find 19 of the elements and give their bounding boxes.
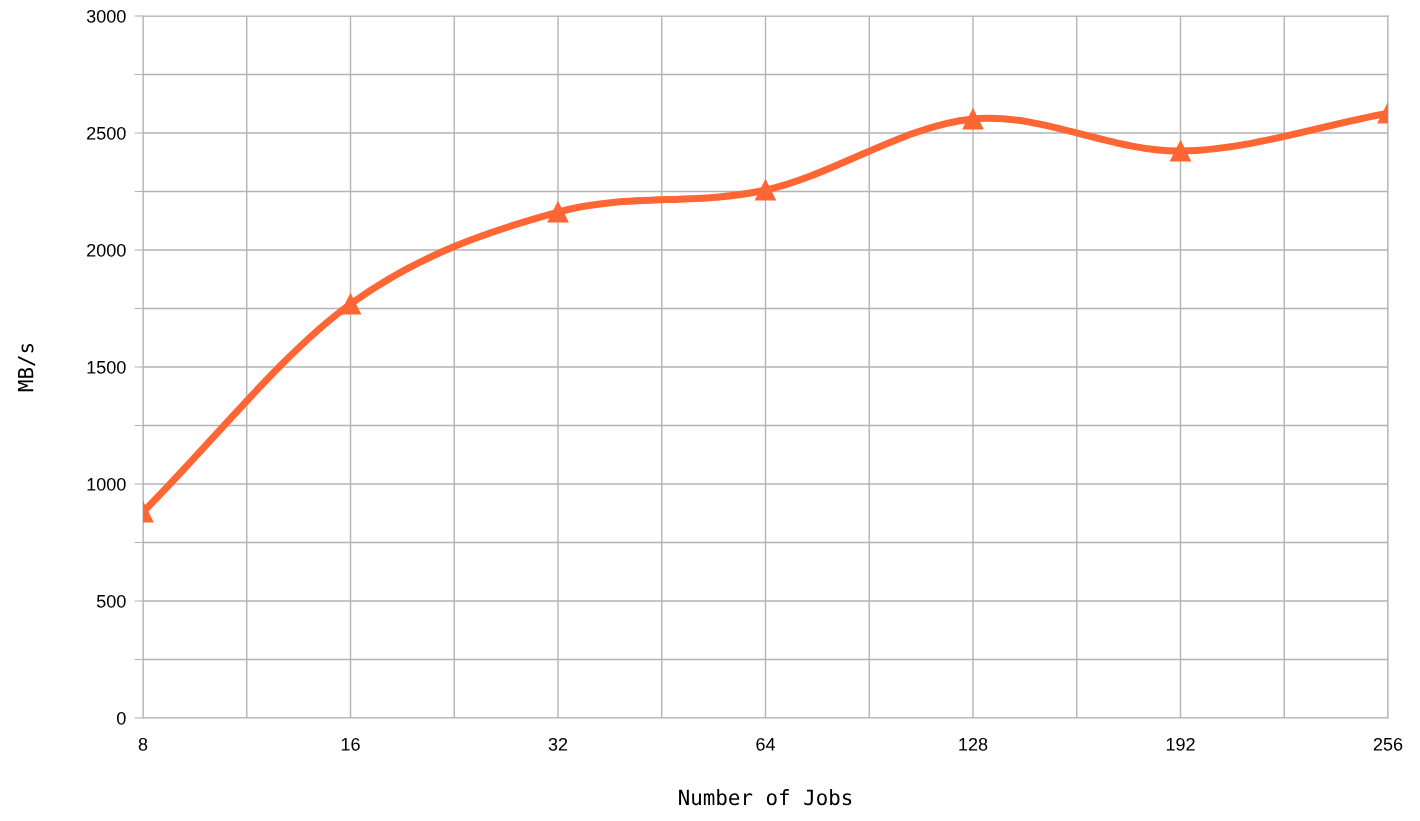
y-tick-label: 2000 [87, 243, 126, 257]
y-axis-title: MB/s [18, 343, 36, 392]
x-tick-label: 16 [341, 737, 360, 751]
y-tick-label: 500 [96, 594, 126, 608]
x-tick-label: 192 [1166, 737, 1195, 751]
point [755, 179, 776, 201]
x-tick-label: 128 [959, 737, 988, 751]
y-tick-label: 2500 [87, 126, 126, 140]
y-tick-label: 0 [117, 711, 126, 725]
y-tick-label: 1000 [87, 477, 126, 491]
point [962, 108, 984, 130]
x-tick-label: 8 [138, 737, 148, 751]
x-tick-label: 32 [548, 737, 568, 751]
y-tick-label: 1500 [87, 360, 126, 374]
y-tick-label: 3000 [86, 9, 126, 23]
x-tick-label: 256 [1373, 737, 1403, 751]
point [547, 201, 569, 223]
x-axis-title: Number of Jobs [679, 789, 852, 806]
x-tick-label: 64 [756, 737, 776, 751]
